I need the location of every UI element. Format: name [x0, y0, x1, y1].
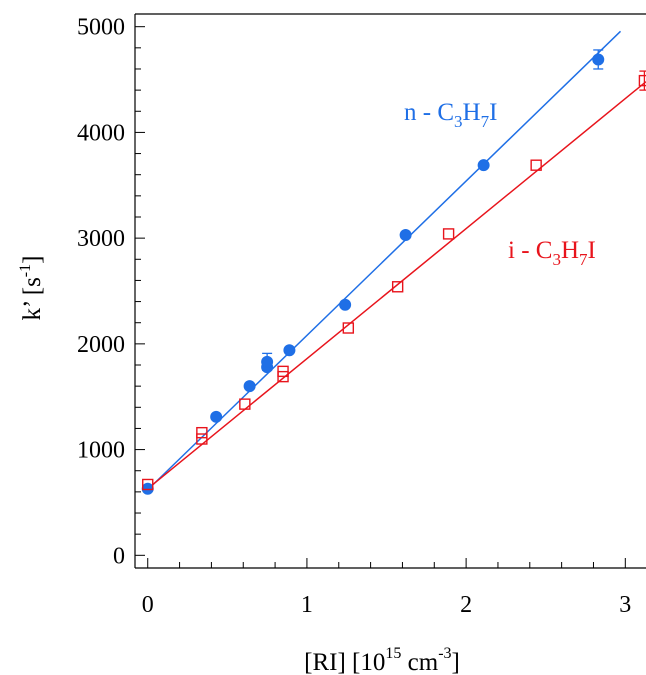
fit-line-i-propyl-iodide: [147, 81, 646, 490]
data-point-n-propyl-iodide: [592, 53, 605, 66]
data-point-n-propyl-iodide: [141, 482, 154, 495]
data-markers: [141, 53, 646, 495]
data-point-i-propyl-iodide: [196, 433, 208, 445]
data-point-n-propyl-iodide: [283, 344, 296, 357]
plot-frame: [134, 13, 646, 569]
data-point-i-propyl-iodide: [277, 365, 289, 378]
data-point-i-propyl-iodide: [391, 281, 404, 293]
data-point-n-propyl-iodide: [210, 410, 223, 423]
y-tick-label: 3000: [77, 226, 125, 252]
x-axis-label: [RI] [1015 cm-3]: [304, 645, 460, 675]
fit-line-n-propyl-iodide: [147, 30, 622, 491]
series-label-n-propyl-iodide: n - C3H7I: [404, 99, 497, 131]
data-point-i-propyl-iodide: [530, 159, 542, 171]
data-point-i-propyl-iodide: [442, 228, 455, 240]
fit-lines: [147, 30, 646, 491]
x-tick-label: 3: [619, 592, 631, 618]
x-tick-label: 1: [301, 592, 313, 618]
data-point-n-propyl-iodide: [261, 355, 274, 368]
y-tick-label: 0: [113, 543, 125, 569]
x-tick-label: 2: [460, 592, 472, 618]
data-point-n-propyl-iodide: [339, 298, 352, 311]
series-label-i-propyl-iodide: i - C3H7I: [508, 237, 596, 269]
y-axis-ticks: 0 1000 2000 3000 4000 5000: [77, 15, 145, 569]
y-tick-label: 2000: [77, 332, 125, 358]
y-tick-label: 4000: [77, 120, 125, 146]
data-point-i-propyl-iodide: [142, 478, 154, 491]
y-tick-label: 5000: [77, 15, 125, 41]
data-point-i-propyl-iodide: [638, 74, 646, 87]
data-point-n-propyl-iodide: [243, 380, 256, 393]
data-point-i-propyl-iodide: [196, 426, 208, 439]
y-axis-label: k’ [s-1]: [17, 256, 46, 321]
data-point-n-propyl-iodide: [477, 159, 490, 172]
x-axis-ticks: 0 1 2 3: [142, 558, 631, 618]
y-tick-label: 1000: [77, 438, 125, 464]
data-point-n-propyl-iodide: [399, 228, 412, 241]
data-point-i-propyl-iodide: [342, 322, 355, 334]
x-tick-label: 0: [142, 592, 154, 618]
data-point-i-propyl-iodide: [239, 398, 251, 410]
